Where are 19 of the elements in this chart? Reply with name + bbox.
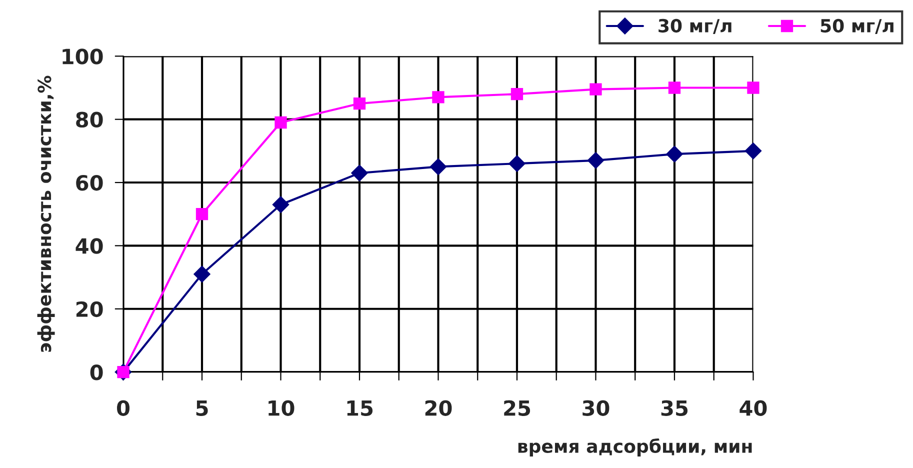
legend-label: 30 мг/л [658,18,732,34]
y-axis-title: эффективность очистки,% [37,76,55,352]
x-tick-label: 5 [196,400,208,416]
x-tick-label: 10 [268,400,294,416]
x-tick-label: 25 [504,400,530,416]
y-tick-label: 100 [62,48,103,64]
x-tick-label: 0 [117,400,130,416]
y-tick-label: 20 [76,301,103,318]
x-tick-label: 35 [661,400,688,416]
y-tick-label: 60 [76,174,103,191]
x-axis-title: время адсорбции, мин [518,438,752,456]
legend-label: 50 мг/л [820,18,894,34]
y-tick-label: 80 [76,112,103,128]
x-tick-label: 40 [740,400,767,416]
x-tick-label: 30 [582,400,610,416]
x-tick-label: 20 [425,400,452,416]
y-tick-label: 0 [90,364,103,380]
x-tick-label: 15 [347,400,373,416]
y-tick-label: 40 [76,238,103,254]
